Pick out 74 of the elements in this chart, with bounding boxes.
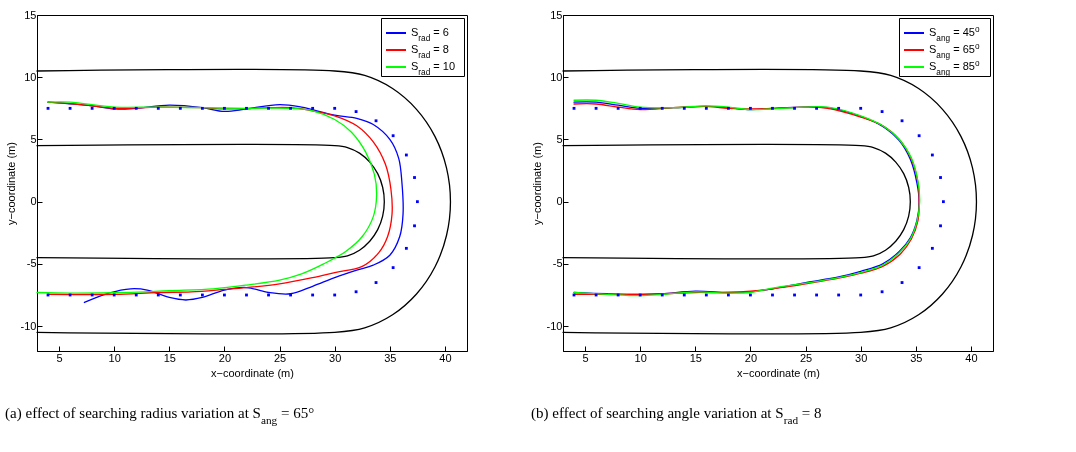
y-tick-label: -10 xyxy=(546,319,563,332)
y-tick-label: 15 xyxy=(24,8,37,21)
y-axis-title: y−coordinate (m) xyxy=(4,142,17,225)
x-axis-title: x−coordinate (m) xyxy=(737,366,820,379)
y-tick-label: -5 xyxy=(26,257,37,270)
point xyxy=(941,200,945,204)
y-tick-label: 0 xyxy=(556,195,563,208)
point xyxy=(793,106,796,110)
legend-label: S$_{rad}$ = 6 xyxy=(411,26,449,43)
point xyxy=(223,106,226,110)
legend-label: S$_{rad}$ = 8 xyxy=(411,43,449,60)
point xyxy=(939,176,942,179)
point xyxy=(415,200,419,204)
x-tick-label: 25 xyxy=(799,351,813,364)
point xyxy=(749,106,752,110)
point xyxy=(200,106,204,110)
text: (a) effect of searching radius variation at S$_{ang}$ = 65° xyxy=(5,405,315,426)
x-tick-label: 30 xyxy=(855,351,868,364)
point xyxy=(939,224,942,228)
x-tick-label: 10 xyxy=(634,351,647,364)
point xyxy=(391,134,395,138)
y-tick-label: 5 xyxy=(556,132,563,145)
x-tick-label: 10 xyxy=(108,351,121,364)
point xyxy=(413,224,416,228)
x-tick-label: 5 xyxy=(582,351,589,364)
point xyxy=(267,106,270,110)
x-tick-label: 25 xyxy=(273,351,287,364)
point xyxy=(660,106,664,110)
legend-label: S$_{rad}$ = 10 xyxy=(411,60,456,77)
x-tick-label: 15 xyxy=(163,351,176,364)
point xyxy=(289,106,292,110)
y-axis-title: y−coordinate (m) xyxy=(530,142,543,225)
y-tick-label: -5 xyxy=(552,257,563,270)
x-tick-label: 5 xyxy=(56,351,63,364)
point xyxy=(311,106,315,110)
point xyxy=(178,106,182,110)
x-axis-title: x−coordinate (m) xyxy=(211,366,294,379)
point xyxy=(413,176,416,179)
point xyxy=(917,134,921,138)
point xyxy=(815,106,818,110)
point xyxy=(245,106,248,110)
y-tick-label: 10 xyxy=(550,70,563,83)
x-tick-label: 40 xyxy=(439,351,452,364)
point xyxy=(704,106,708,110)
point xyxy=(726,106,730,110)
point xyxy=(771,106,774,110)
legend-label: S$_{ang}$ = 45$^{o}$ xyxy=(929,24,980,43)
y-tick-label: 5 xyxy=(30,132,37,145)
y-tick-label: 10 xyxy=(24,70,37,83)
text: (b) effect of searching angle variation at S$_{rad}$ = 8 xyxy=(531,405,822,426)
point xyxy=(90,106,94,110)
point xyxy=(391,266,395,270)
point xyxy=(638,106,642,110)
x-tick-label: 30 xyxy=(329,351,342,364)
x-tick-label: 20 xyxy=(218,351,232,364)
point xyxy=(682,106,686,110)
point xyxy=(404,246,408,250)
point xyxy=(156,106,160,110)
point xyxy=(112,106,116,110)
point xyxy=(333,106,337,110)
point xyxy=(616,106,620,110)
x-tick-label: 20 xyxy=(744,351,758,364)
point xyxy=(930,246,934,250)
point xyxy=(859,106,863,110)
point xyxy=(134,106,138,110)
y-tick-label: 15 xyxy=(550,8,563,21)
x-tick-label: 15 xyxy=(689,351,702,364)
x-tick-label: 35 xyxy=(910,351,923,364)
y-tick-label: 0 xyxy=(30,195,37,208)
y-tick-label: -10 xyxy=(20,319,37,332)
point xyxy=(917,266,921,270)
x-tick-label: 40 xyxy=(965,351,978,364)
x-tick-label: 35 xyxy=(384,351,397,364)
point xyxy=(837,106,841,110)
